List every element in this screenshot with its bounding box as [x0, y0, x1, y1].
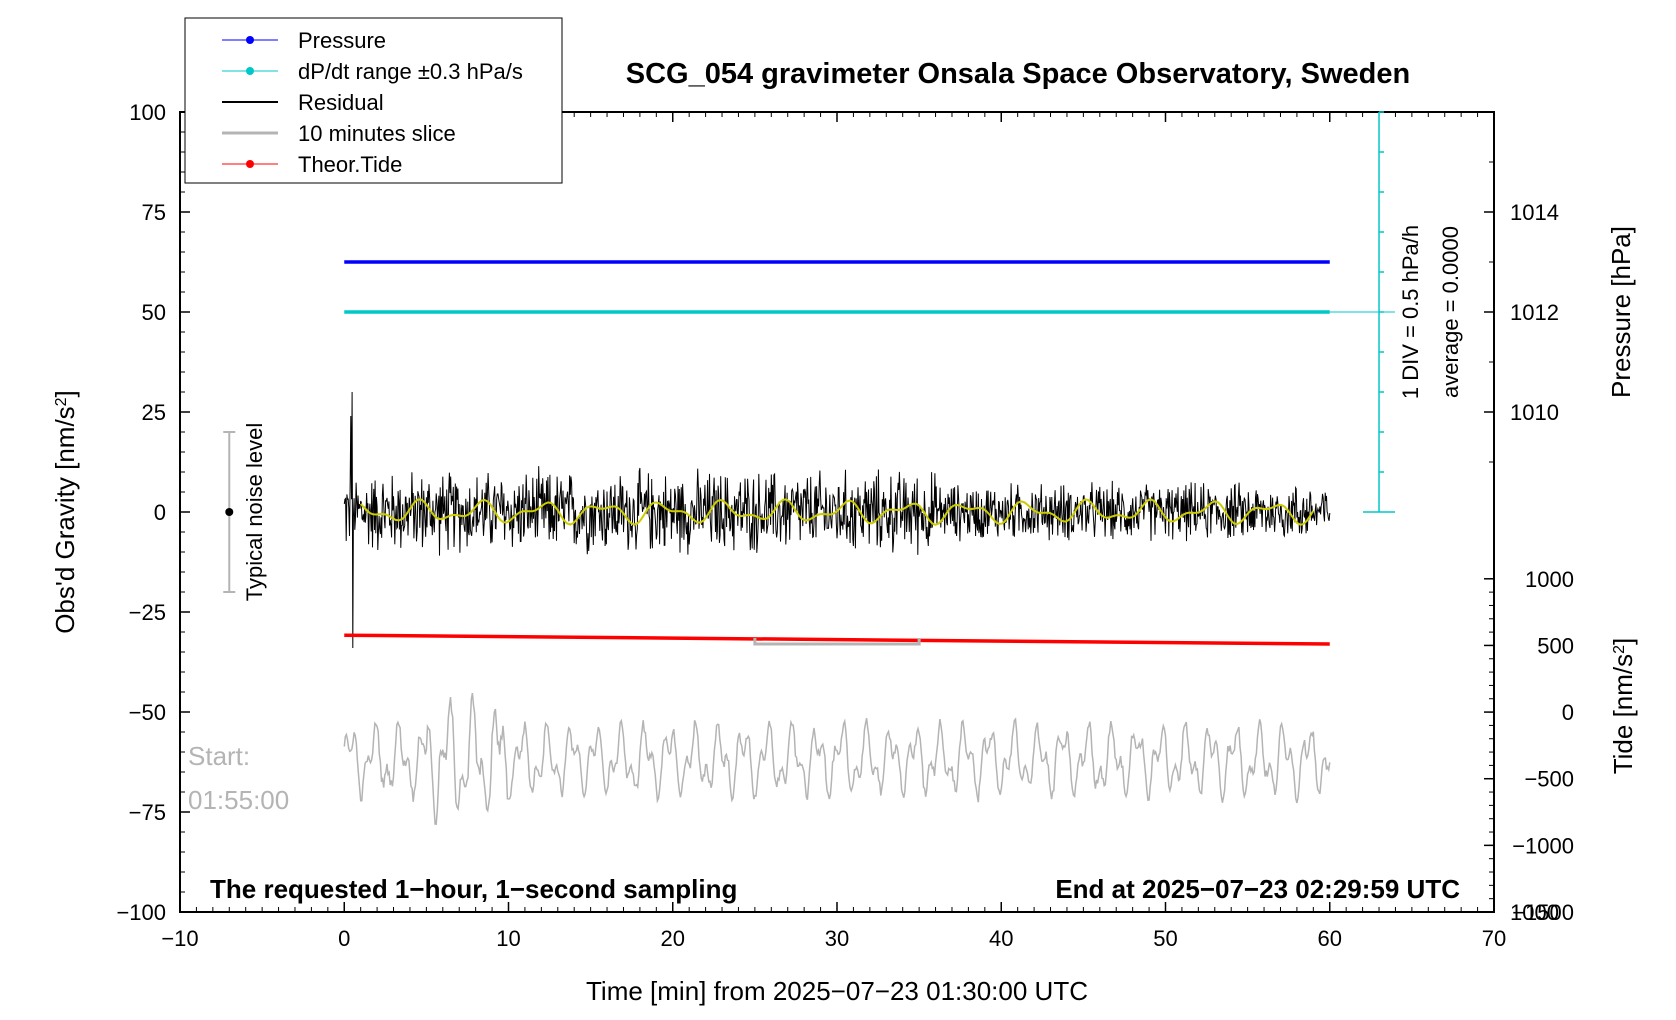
y-tick-label: −100	[116, 900, 166, 925]
residual-line	[343, 391, 1331, 649]
tide-line	[344, 633, 1330, 646]
legend-marker-tide	[246, 160, 254, 168]
y-axis-label-pressure: Pressure [hPa]	[1606, 226, 1636, 398]
tide-tick-labels: 1000 500 0 −500 −1000 −1500	[1512, 567, 1574, 925]
dpdt-scale-label: 1 DIV = 0.5 hPa/h	[1398, 225, 1423, 399]
y-tick-label: −25	[129, 600, 166, 625]
legend-label-dpdt: dP/dt range ±0.3 hPa/s	[298, 59, 523, 84]
chart-title: SCG_054 gravimeter Onsala Space Observat…	[626, 58, 1410, 90]
legend-label-pressure: Pressure	[298, 28, 386, 53]
pressure-tick-labels: 1014 1012 1010 1000	[1510, 200, 1559, 925]
slice-line	[343, 692, 1331, 826]
y-tick-label: 75	[142, 200, 166, 225]
y-tick-label: −75	[129, 800, 166, 825]
y-axis-label-tide: Tide [nm/s2]	[1608, 638, 1638, 775]
y-tick-labels: 100 75 50 25 0 −25 −50 −75 −100	[116, 100, 166, 925]
legend-label-tide: Theor.Tide	[298, 152, 402, 177]
residual-smoothed-line	[359, 498, 1315, 526]
x-tick-label: 30	[825, 926, 849, 951]
noise-level-label: Typical noise level	[242, 423, 267, 602]
legend: Pressure dP/dt range ±0.3 hPa/s Residual…	[184, 17, 563, 184]
tide-tick-label: −1000	[1512, 833, 1574, 858]
y-axis-label-left: Obs'd Gravity [nm/s2]	[50, 390, 80, 634]
start-time: 01:55:00	[188, 785, 289, 815]
end-time-note: End at 2025−07−23 02:29:59 UTC	[1055, 874, 1460, 904]
legend-marker-pressure	[246, 36, 254, 44]
series-layer	[223, 111, 1396, 826]
tide-tick-label: 1000	[1525, 567, 1574, 592]
start-label: Start:	[188, 741, 250, 771]
x-tick-label: 10	[496, 926, 520, 951]
legend-box	[184, 17, 563, 184]
x-axis-label: Time [min] from 2025−07−23 01:30:00 UTC	[586, 976, 1088, 1006]
x-tick-label: −10	[161, 926, 198, 951]
y-tick-label: 50	[142, 300, 166, 325]
y-tick-label: 25	[142, 400, 166, 425]
sampling-note: The requested 1−hour, 1−second sampling	[210, 874, 737, 904]
pressure-tick-label: 1000	[1510, 900, 1559, 925]
pressure-tick-label: 1012	[1510, 300, 1559, 325]
tide-tick-label: −500	[1524, 767, 1574, 792]
y-tick-label: 100	[129, 100, 166, 125]
legend-label-slice: 10 minutes slice	[298, 121, 456, 146]
y-tick-label: −50	[129, 700, 166, 725]
x-tick-labels: −10 0 10 20 30 40 50 60 70	[161, 926, 1506, 951]
legend-marker-dpdt	[246, 67, 254, 75]
pressure-tick-label: 1010	[1510, 400, 1559, 425]
noise-level-center-dot	[225, 508, 234, 516]
y-tick-label: 0	[154, 500, 166, 525]
x-tick-label: 60	[1318, 926, 1342, 951]
tide-tick-label: 500	[1537, 633, 1574, 658]
dpdt-average-label: average = 0.0000	[1438, 226, 1463, 398]
x-tick-label: 0	[338, 926, 350, 951]
pressure-tick-label: 1014	[1510, 200, 1559, 225]
x-tick-label: 20	[661, 926, 685, 951]
legend-label-residual: Residual	[298, 90, 384, 115]
x-tick-label: 50	[1153, 926, 1177, 951]
slice-bracket	[753, 638, 921, 646]
tide-tick-label: −1500	[1512, 900, 1574, 925]
x-tick-label: 40	[989, 926, 1013, 951]
tide-tick-label: 0	[1562, 700, 1574, 725]
x-tick-label: 70	[1482, 926, 1506, 951]
